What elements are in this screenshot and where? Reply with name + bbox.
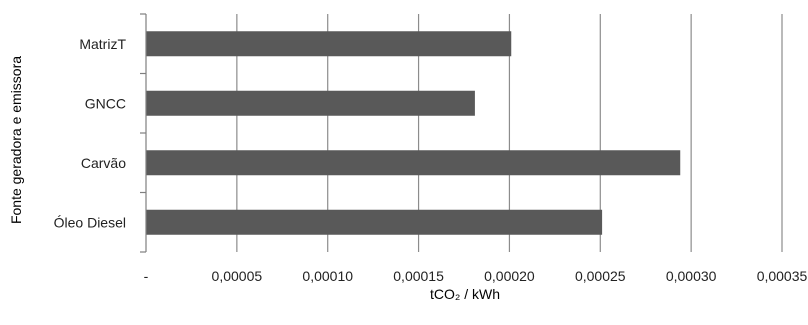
bar: [146, 209, 603, 235]
bar: [146, 31, 512, 57]
x-tick-label: 0,00030: [666, 268, 717, 284]
category-label: MatrizT: [79, 36, 126, 52]
x-tick-label: 0,00015: [393, 268, 444, 284]
category-label: Óleo Diesel: [54, 214, 126, 230]
x-axis-title: tCO₂ / kWh: [430, 286, 500, 302]
x-tick-label: 0,00010: [302, 268, 353, 284]
category-label: Carvão: [81, 155, 126, 171]
x-tick-label: 0,00035: [757, 268, 808, 284]
x-tick-label: 0,00005: [212, 268, 263, 284]
x-tick-label: 0,00025: [575, 268, 626, 284]
bar: [146, 90, 475, 116]
bars: [146, 31, 681, 235]
axes: [140, 13, 147, 253]
x-tick-label: 0,00020: [484, 268, 535, 284]
y-axis-title: Fonte geradora e emissora: [8, 56, 24, 224]
x-tick-label: -: [144, 268, 149, 284]
category-label: GNCC: [85, 95, 126, 111]
bar: [146, 150, 681, 176]
labels: MatrizT GNCC Carvão Óleo Diesel - 0,00005 0,00…: [54, 36, 808, 284]
